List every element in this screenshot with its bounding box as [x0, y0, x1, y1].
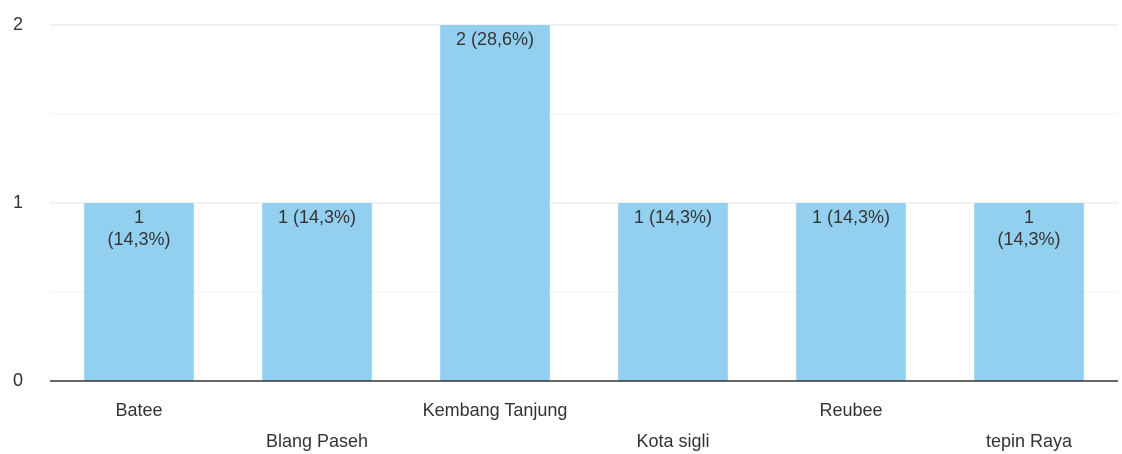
x-tick-label: tepin Raya — [986, 431, 1073, 451]
data-label: 1 (14,3%) — [812, 207, 890, 227]
bar — [796, 203, 906, 381]
data-label: 1 (14,3%) — [278, 207, 356, 227]
data-label: 1 (14,3%) — [634, 207, 712, 227]
y-tick-label: 0 — [13, 370, 23, 390]
x-tick-label: Kembang Tanjung — [423, 400, 568, 420]
data-label: 1 (14,3%) — [107, 207, 170, 249]
data-label: 2 (28,6%) — [456, 29, 534, 49]
x-tick-label: Batee — [115, 400, 162, 420]
x-tick-label: Blang Paseh — [266, 431, 368, 451]
data-label-line: (14,3%) — [997, 229, 1060, 249]
data-label-line: (14,3%) — [107, 229, 170, 249]
y-tick-label: 1 — [13, 192, 23, 212]
bar — [84, 203, 194, 381]
bar — [262, 203, 372, 381]
bar — [974, 203, 1084, 381]
y-tick-label: 2 — [13, 14, 23, 34]
bar — [440, 25, 550, 381]
bar — [618, 203, 728, 381]
x-tick-label: Kota sigli — [636, 431, 709, 451]
data-label-line: 1 — [134, 207, 144, 227]
data-label: 1 (14,3%) — [997, 207, 1060, 249]
x-tick-label: Reubee — [819, 400, 882, 420]
data-label-line: 1 — [1024, 207, 1034, 227]
